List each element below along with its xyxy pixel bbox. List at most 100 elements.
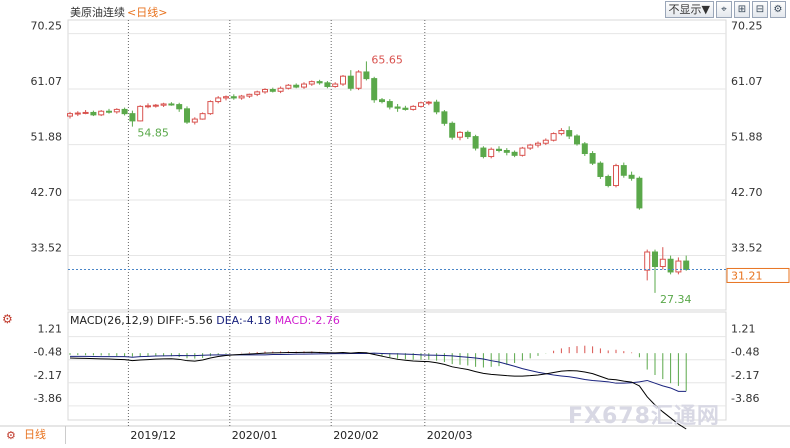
candle-body xyxy=(308,81,315,85)
macd-legend-name: MACD(26,12,9) xyxy=(70,314,154,327)
candle-body xyxy=(316,81,323,84)
candle-body xyxy=(238,95,245,99)
price-panel-frame xyxy=(67,19,727,311)
candle-body xyxy=(152,104,159,107)
zoom-out-icon[interactable]: ⊟ xyxy=(752,1,768,18)
candle-body xyxy=(667,258,674,273)
candle-body xyxy=(589,153,596,164)
candle-body xyxy=(410,105,417,110)
candle-body xyxy=(558,130,565,135)
chart-toolbar: 不显示▼ ⌖ ⊞ ⊟ ⚙ xyxy=(664,1,786,18)
macd-y-tick-right: -3.86 xyxy=(731,392,759,405)
candle-body xyxy=(246,93,253,97)
candle-body xyxy=(332,83,339,87)
x-tick-label: 2019/12 xyxy=(130,429,176,442)
macd-y-tick-left: -2.17 xyxy=(34,369,62,382)
candle-body xyxy=(620,165,627,176)
price-y-tick-left: 61.07 xyxy=(31,75,63,88)
candle-body xyxy=(113,108,120,113)
candle-body xyxy=(496,148,502,152)
current-price-label: 31.21 xyxy=(731,269,763,282)
candle-body xyxy=(394,106,401,109)
candle-body xyxy=(324,82,331,87)
watermark-logo: FX678汇通网 xyxy=(568,404,720,429)
candle-body xyxy=(550,133,557,141)
price-y-tick-right: 70.25 xyxy=(731,20,763,33)
candle-body xyxy=(74,112,81,115)
candle-body xyxy=(652,251,658,267)
zoom-in-icon[interactable]: ⊞ xyxy=(734,1,750,18)
candle-body xyxy=(129,113,136,122)
settings-icon[interactable]: ⚙ xyxy=(770,1,786,18)
candle-body xyxy=(519,147,526,156)
candle-body xyxy=(488,148,495,158)
current-price-box xyxy=(726,267,790,283)
indicator-settings-icon[interactable]: ⚙ xyxy=(2,312,13,326)
candle-body xyxy=(207,101,214,115)
candle-body xyxy=(449,122,456,138)
candle-body xyxy=(503,150,510,153)
candle-body xyxy=(340,75,346,85)
macd-y-tick-left: 1.21 xyxy=(38,323,63,336)
candle-body xyxy=(262,88,268,93)
candle-body xyxy=(184,108,190,123)
price-y-tick-left: 33.52 xyxy=(31,242,63,255)
macd-y-tick-left: -3.86 xyxy=(34,392,62,405)
macd-y-tick-right: -2.17 xyxy=(731,369,759,382)
candle-body xyxy=(675,260,682,273)
candle-body xyxy=(433,101,440,113)
low-annotation-left: 54.85 xyxy=(137,127,169,140)
candle-body xyxy=(527,144,534,149)
candle-body xyxy=(425,101,432,104)
crosshair-icon[interactable]: ⌖ xyxy=(716,1,732,18)
x-tick-label: 2020/03 xyxy=(427,429,473,442)
hide-indicators-button[interactable]: 不显示▼ xyxy=(664,1,714,18)
candle-body xyxy=(597,162,604,177)
candle-body xyxy=(535,142,541,146)
candle-body xyxy=(230,96,237,99)
candle-body xyxy=(402,107,409,110)
candle-body xyxy=(464,131,471,138)
high-annotation: 65.65 xyxy=(371,53,403,66)
candle-body xyxy=(418,102,424,107)
candle-body xyxy=(683,260,690,270)
candle-body xyxy=(566,130,573,137)
macd-legend-diff-label: DIFF: xyxy=(157,314,185,327)
candle-body xyxy=(581,143,588,155)
candle-body xyxy=(301,83,307,88)
macd-y-tick-right: 1.21 xyxy=(731,323,756,336)
macd-legend-dea-value: -4.18 xyxy=(242,314,272,327)
candle-body xyxy=(644,251,651,271)
x-tick-label: 2020/02 xyxy=(333,429,379,442)
macd-y-tick-left: -0.48 xyxy=(34,346,62,359)
candle-body xyxy=(160,103,167,106)
candle-body xyxy=(254,91,261,95)
candle-body xyxy=(480,147,487,158)
candle-body xyxy=(191,118,198,123)
candle-body xyxy=(457,131,463,138)
candle-body xyxy=(347,75,354,89)
candle-body xyxy=(121,108,128,115)
low-annotation-right: 27.34 xyxy=(660,293,692,306)
chart-title: 美原油连续 <日线> xyxy=(70,4,167,20)
candle-body xyxy=(659,258,666,267)
macd-panel-frame xyxy=(67,311,727,421)
price-y-tick-right: 42.70 xyxy=(731,186,763,199)
candle-body xyxy=(574,135,580,145)
period-selector[interactable]: <日线> xyxy=(127,6,168,19)
candle-body xyxy=(82,111,89,114)
candle-body xyxy=(605,175,612,187)
price-y-tick-left: 42.70 xyxy=(31,186,63,199)
candle-body xyxy=(293,84,300,88)
macd-legend: MACD(26,12,9) DIFF:-5.56 DEA:-4.18 MACD:… xyxy=(70,314,340,327)
candle-body xyxy=(215,97,222,103)
candle-body xyxy=(628,174,635,179)
candle-body xyxy=(511,151,518,156)
candle-body xyxy=(441,111,448,124)
bottom-period-label: 日线 xyxy=(24,428,46,441)
dea-line xyxy=(70,352,687,392)
candle-body xyxy=(199,113,206,120)
bottom-period-tab[interactable]: ⚙ 日线 xyxy=(0,426,66,444)
